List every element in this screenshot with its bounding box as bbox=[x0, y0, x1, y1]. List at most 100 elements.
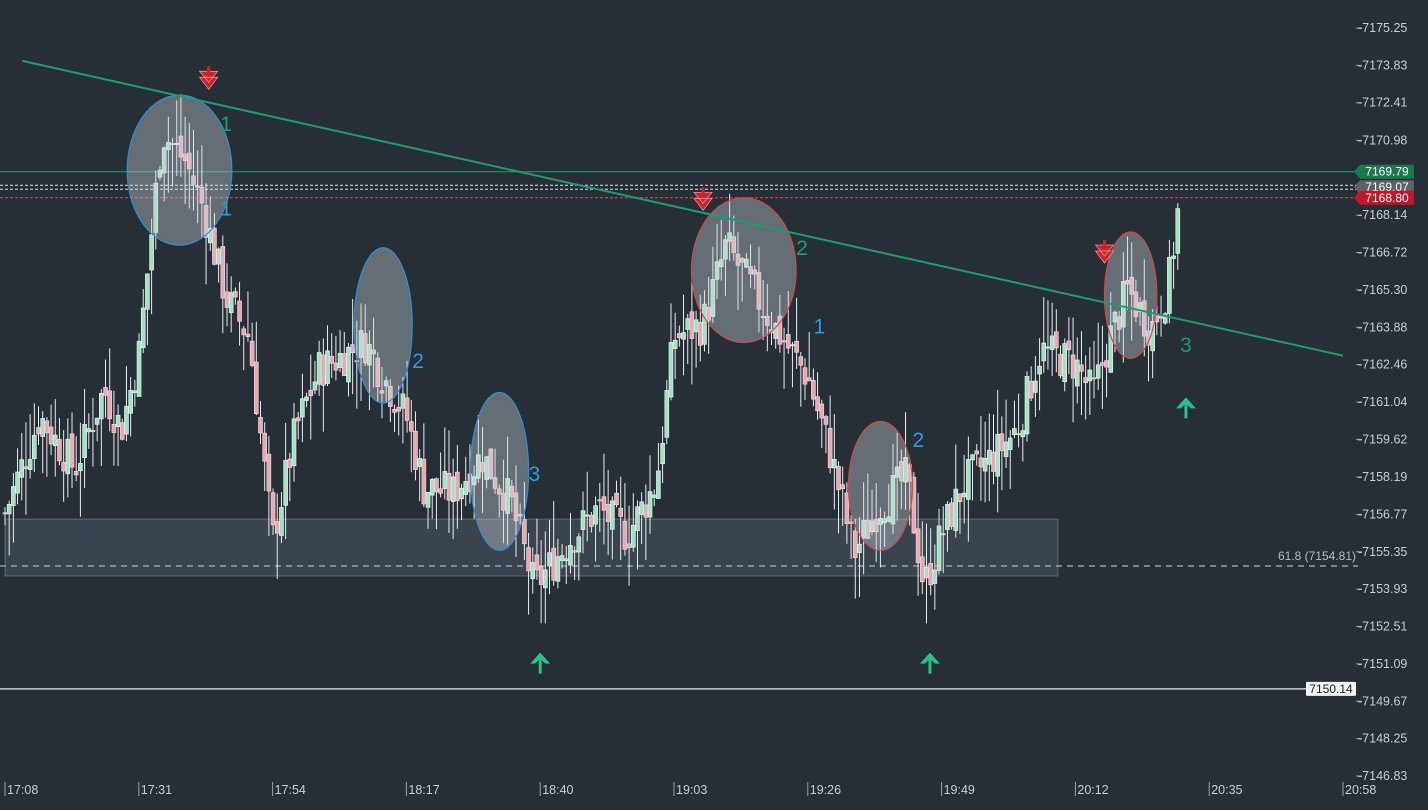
x-tick-label: 19:26 bbox=[810, 783, 841, 797]
candle-bear bbox=[626, 543, 632, 549]
y-tick-label: -7168.14 bbox=[1358, 208, 1407, 222]
candle-bull bbox=[471, 476, 477, 486]
candle-bear bbox=[551, 547, 556, 581]
candle-bull bbox=[639, 501, 644, 515]
candle-bear bbox=[375, 357, 381, 388]
arrow-up-icon bbox=[1184, 402, 1188, 419]
candle-bear bbox=[270, 492, 276, 526]
candle-bull bbox=[166, 142, 171, 151]
candle-bull bbox=[718, 259, 724, 268]
price-tag-label: 7168.80 bbox=[1365, 191, 1409, 205]
candle-bull bbox=[78, 463, 83, 472]
candle-bull bbox=[936, 525, 942, 571]
candle-bull bbox=[136, 340, 142, 397]
candle-bull bbox=[660, 443, 665, 465]
candle-bear bbox=[333, 362, 339, 371]
candle-bear bbox=[61, 462, 66, 472]
candle-bull bbox=[593, 505, 598, 525]
candle-bear bbox=[220, 246, 226, 299]
candle-bear bbox=[44, 420, 50, 434]
candle-bear bbox=[488, 448, 494, 480]
candle-bull bbox=[65, 438, 71, 475]
candle-bull bbox=[714, 261, 720, 280]
candle-bear bbox=[1129, 276, 1135, 295]
y-tick-label: -7162.46 bbox=[1358, 358, 1407, 372]
price-tag bbox=[1354, 180, 1414, 195]
candle-bear bbox=[601, 496, 607, 511]
candle-bear bbox=[1070, 354, 1076, 379]
candle-bear bbox=[438, 488, 443, 494]
price-tag-label: 7169.79 bbox=[1365, 165, 1409, 179]
candle-bull bbox=[157, 169, 163, 178]
candle-bull bbox=[40, 418, 45, 437]
x-tick-label: 19:03 bbox=[676, 783, 707, 797]
candle-bear bbox=[873, 519, 879, 533]
candle-bear bbox=[48, 426, 54, 445]
candle-bear bbox=[614, 492, 619, 505]
x-tick-label: 19:49 bbox=[944, 783, 975, 797]
candle-bear bbox=[1079, 364, 1084, 372]
blue-wave-ellipse bbox=[126, 94, 233, 246]
candle-bull bbox=[337, 353, 343, 368]
candle-bear bbox=[999, 433, 1005, 452]
candle-bear bbox=[274, 521, 280, 534]
red-wave-ellipse bbox=[690, 197, 797, 344]
candle-bear bbox=[513, 492, 519, 521]
candle-bear bbox=[752, 269, 758, 275]
candle-bear bbox=[798, 356, 804, 366]
candle-bear bbox=[974, 450, 980, 455]
candle-bull bbox=[132, 390, 138, 393]
candle-bull bbox=[1121, 281, 1126, 328]
candle-bear bbox=[811, 379, 816, 400]
candle-bull bbox=[723, 239, 728, 260]
candle-bull bbox=[425, 492, 431, 508]
candle-bull bbox=[672, 339, 678, 349]
candle-bear bbox=[254, 361, 259, 415]
candle-bull bbox=[1062, 343, 1067, 382]
x-tick-label: 20:12 bbox=[1077, 783, 1108, 797]
candle-bear bbox=[731, 236, 737, 253]
candle-bear bbox=[1083, 377, 1088, 384]
candle-bear bbox=[195, 185, 200, 188]
candle-bear bbox=[538, 566, 544, 585]
candle-bear bbox=[840, 484, 846, 489]
candle-bear bbox=[643, 504, 649, 518]
candle-bear bbox=[379, 390, 385, 394]
candle-bull bbox=[228, 292, 234, 313]
candle-bear bbox=[848, 521, 854, 524]
candle-bull bbox=[153, 182, 159, 233]
candle-bull bbox=[1033, 380, 1038, 393]
candle-bear bbox=[589, 514, 594, 527]
candle-bear bbox=[1066, 340, 1072, 351]
candle-bull bbox=[316, 352, 322, 385]
arrow-up-icon bbox=[928, 657, 932, 674]
candle-bear bbox=[940, 533, 946, 536]
candle-bear bbox=[928, 563, 933, 586]
candle-bull bbox=[568, 545, 573, 566]
candle-bull bbox=[124, 405, 129, 435]
x-tick-label: 20:35 bbox=[1211, 783, 1242, 797]
candle-bull bbox=[300, 398, 305, 418]
candle-bear bbox=[262, 432, 267, 462]
candle-bull bbox=[367, 344, 372, 366]
candle-bear bbox=[605, 503, 611, 522]
candle-bear bbox=[534, 554, 540, 571]
candle-bull bbox=[429, 479, 435, 496]
candle-bull bbox=[681, 332, 686, 340]
candle-bear bbox=[404, 397, 410, 421]
candle-bear bbox=[1091, 377, 1097, 380]
candle-bear bbox=[103, 387, 108, 396]
candle-bull bbox=[555, 556, 561, 582]
candle-bear bbox=[237, 300, 242, 322]
candle-bear bbox=[1104, 360, 1109, 368]
candle-bull bbox=[710, 279, 716, 317]
candle-bear bbox=[396, 407, 402, 412]
candle-bull bbox=[115, 414, 121, 428]
candle-bull bbox=[417, 458, 422, 467]
candle-bull bbox=[383, 380, 389, 387]
candle-bear bbox=[949, 502, 954, 527]
candle-bear bbox=[844, 492, 850, 524]
arrow-down-icon bbox=[701, 187, 705, 198]
x-tick-label: 20:58 bbox=[1345, 783, 1376, 797]
